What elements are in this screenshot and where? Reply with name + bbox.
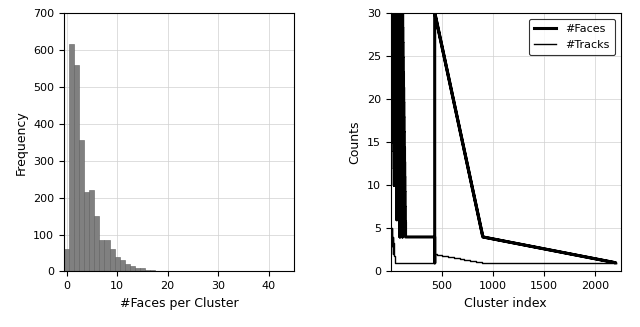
#Tracks xyxy=(433,252,440,256)
Bar xyxy=(109,249,115,271)
#Tracks xyxy=(391,261,399,265)
#Faces xyxy=(431,261,438,265)
Bar xyxy=(99,240,104,271)
Line: #Faces: #Faces xyxy=(390,13,616,263)
#Faces xyxy=(473,208,481,212)
#Tracks xyxy=(459,257,467,261)
#Tracks xyxy=(468,259,476,263)
#Tracks xyxy=(387,226,394,230)
Bar xyxy=(94,216,99,271)
#Faces xyxy=(452,109,460,112)
#Tracks xyxy=(612,261,620,265)
Bar xyxy=(79,140,84,271)
Bar xyxy=(140,268,145,271)
X-axis label: Cluster index: Cluster index xyxy=(465,297,547,310)
#Faces xyxy=(387,11,394,15)
Bar xyxy=(74,65,79,271)
#Faces xyxy=(479,234,486,238)
#Faces xyxy=(612,261,620,265)
Bar xyxy=(69,44,74,271)
Bar xyxy=(64,249,69,271)
Bar xyxy=(145,269,150,271)
Bar xyxy=(104,240,109,271)
Bar xyxy=(120,260,125,271)
Y-axis label: Counts: Counts xyxy=(348,120,362,164)
Bar xyxy=(130,266,135,271)
X-axis label: #Faces per Cluster: #Faces per Cluster xyxy=(120,297,238,310)
#Tracks xyxy=(438,253,445,257)
#Faces xyxy=(545,248,552,251)
#Faces xyxy=(449,98,457,102)
#Tracks xyxy=(446,255,454,259)
Y-axis label: Frequency: Frequency xyxy=(15,110,28,175)
Bar xyxy=(150,270,155,271)
Bar xyxy=(135,268,140,271)
Line: #Tracks: #Tracks xyxy=(390,228,616,263)
Bar xyxy=(84,192,90,271)
#Faces xyxy=(388,140,396,144)
Legend: #Faces, #Tracks: #Faces, #Tracks xyxy=(529,19,615,55)
#Tracks xyxy=(449,255,457,259)
Bar xyxy=(90,190,94,271)
Bar xyxy=(115,257,120,271)
Bar xyxy=(125,264,130,271)
